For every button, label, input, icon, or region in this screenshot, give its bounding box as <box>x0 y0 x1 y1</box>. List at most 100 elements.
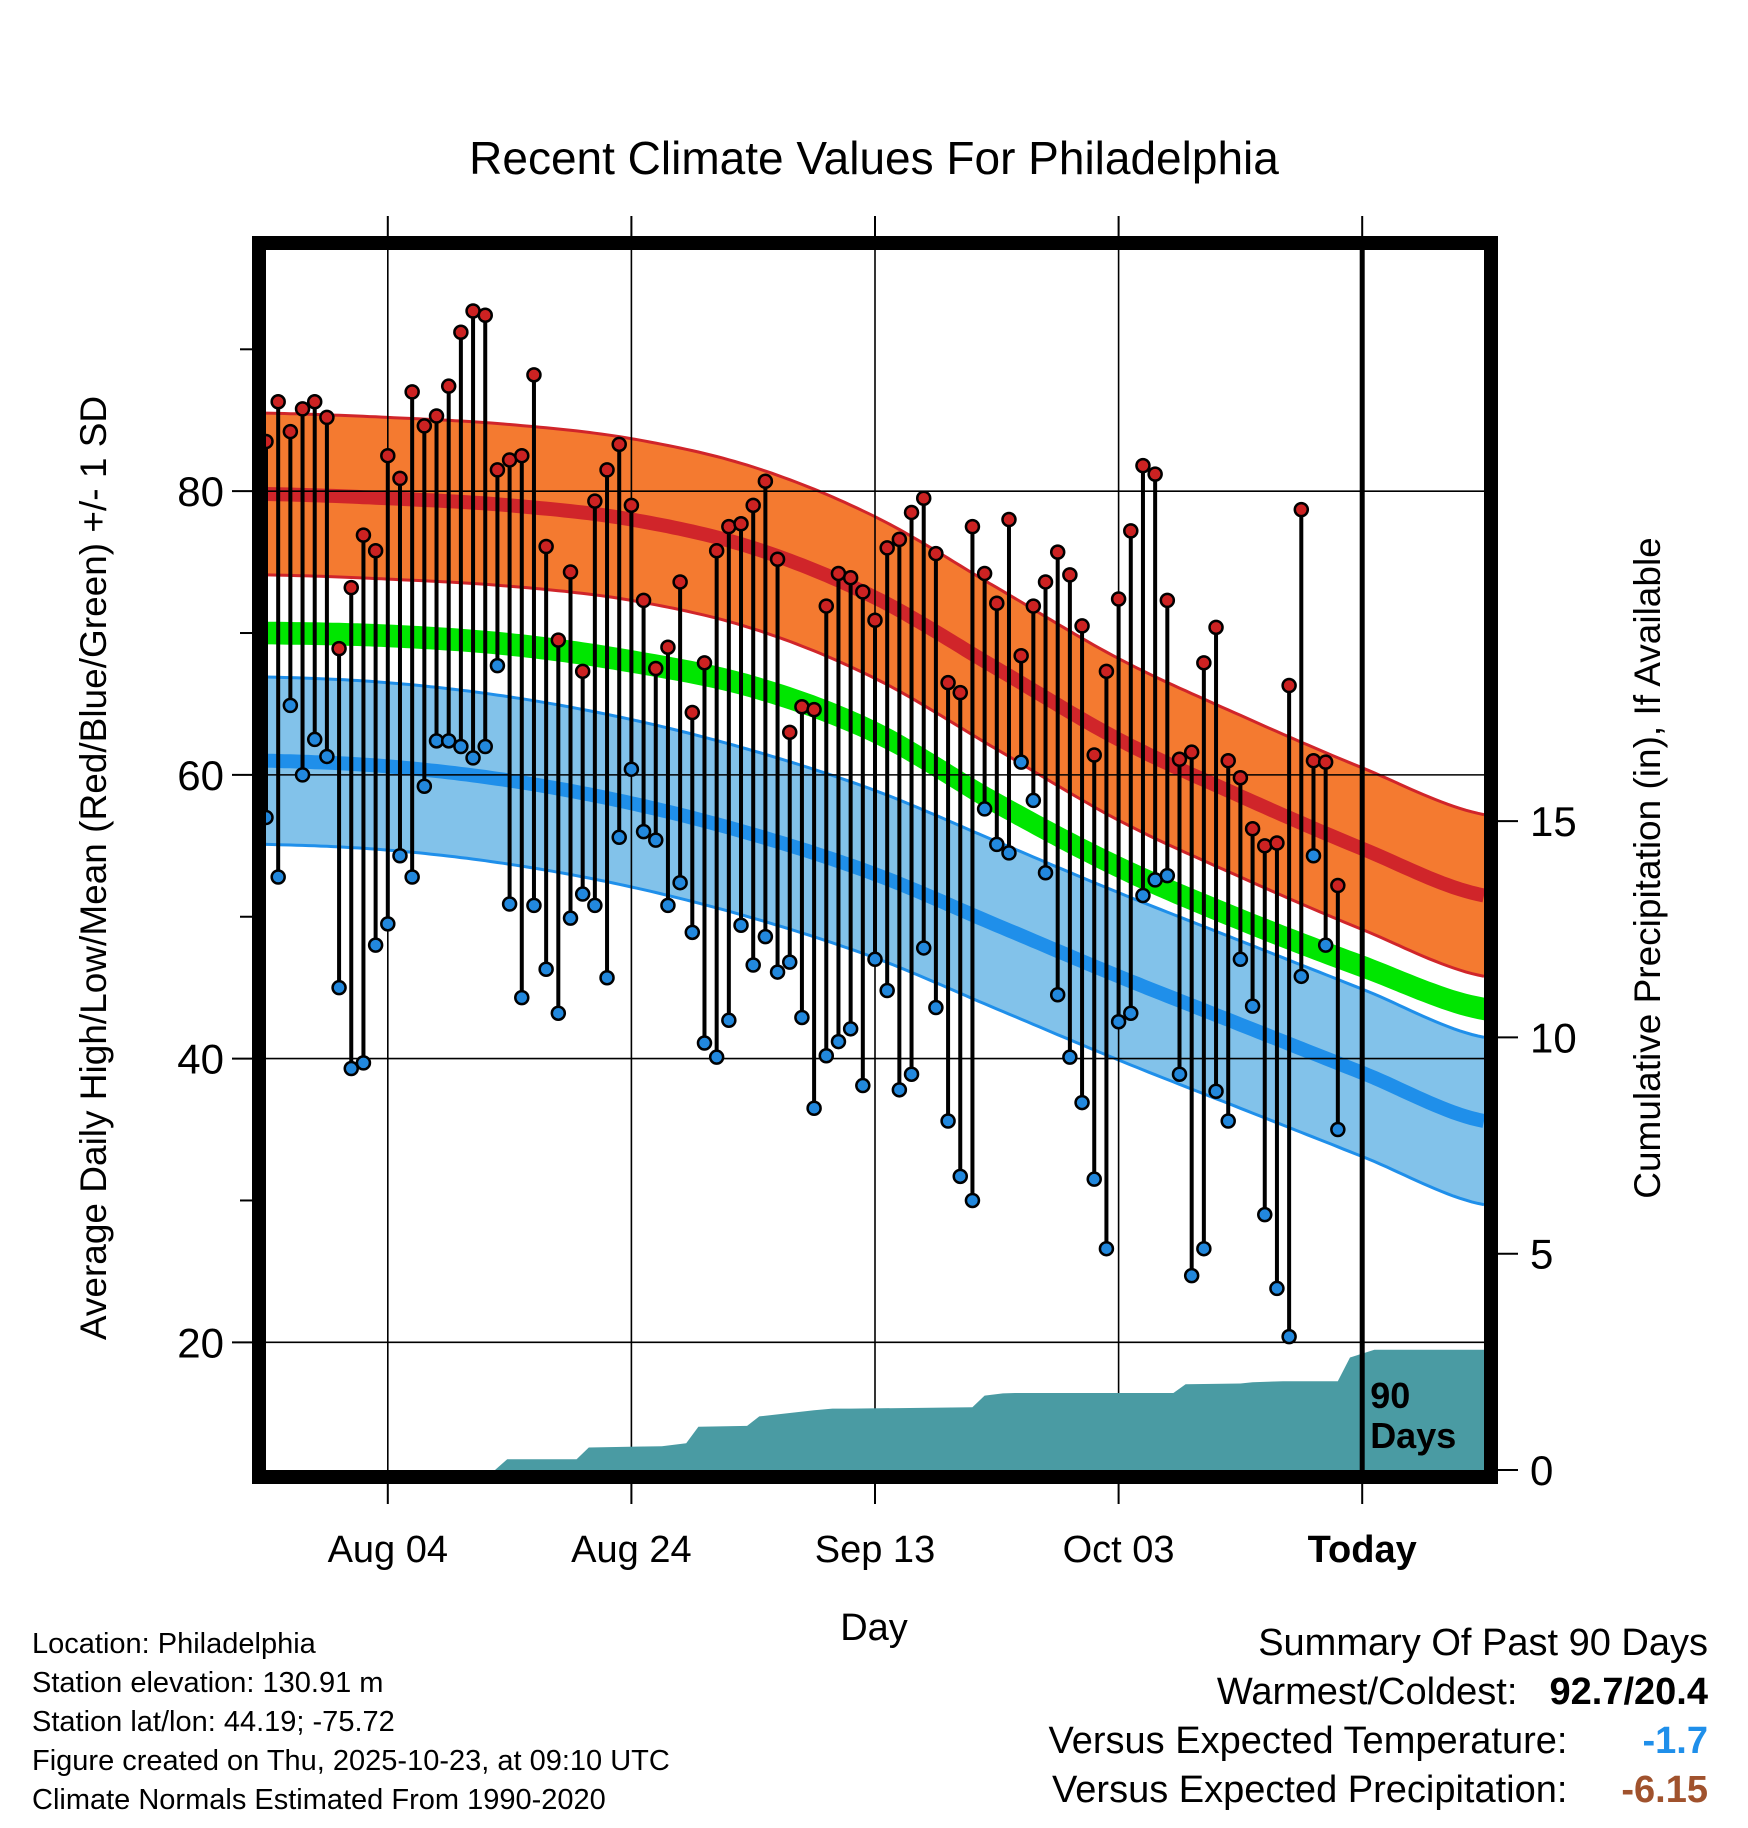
warmest-row: Warmest/Coldest: 92.7/20.4 <box>1049 1671 1708 1714</box>
daily-high-point <box>1171 751 1188 768</box>
daily-low-point <box>526 897 542 914</box>
daily-high-point <box>514 447 530 464</box>
daily-high-point <box>1257 838 1273 854</box>
y2-tick-label: 0 <box>1530 1447 1553 1494</box>
daily-low-point <box>623 761 640 777</box>
daily-low-point <box>266 809 274 826</box>
daily-low-point <box>282 697 299 714</box>
daily-low-point <box>855 1077 871 1094</box>
daily-low-point <box>453 738 469 755</box>
daily-high-point <box>696 655 713 671</box>
daily-high-point <box>587 493 603 509</box>
daily-high-point <box>964 518 981 535</box>
daily-low-point <box>915 940 932 956</box>
daily-high-point <box>1232 769 1249 786</box>
daily-low-point <box>1330 1121 1346 1138</box>
daily-low-point <box>1293 968 1310 985</box>
daily-low-point <box>367 937 384 953</box>
y2-tick-label: 15 <box>1530 798 1577 845</box>
daily-low-point <box>1257 1206 1273 1223</box>
daily-high-point <box>453 324 469 341</box>
daily-high-point <box>1147 466 1163 482</box>
latlon-text: Station lat/lon: 44.19; -75.72 <box>32 1706 395 1738</box>
y2-tick-label: 5 <box>1530 1231 1553 1278</box>
daily-high-point <box>842 569 859 586</box>
daily-high-point <box>1208 619 1224 636</box>
precip-label: Versus Expected Precipitation: <box>1052 1769 1568 1811</box>
daily-high-point <box>1001 511 1017 528</box>
daily-low-point <box>794 1009 810 1026</box>
precip-value: -6.15 <box>1621 1769 1708 1811</box>
daily-low-point <box>757 928 774 945</box>
y-tick-label: 80 <box>177 468 224 515</box>
daily-high-point <box>928 545 944 562</box>
daily-low-point <box>708 1049 725 1065</box>
daily-high-point <box>1159 592 1176 609</box>
daily-high-point <box>952 684 969 701</box>
daily-low-point <box>781 954 798 970</box>
daily-low-point <box>1183 1267 1200 1284</box>
daily-low-point <box>903 1066 920 1082</box>
daily-high-point <box>562 564 579 580</box>
daily-low-point <box>477 738 493 755</box>
daily-high-point <box>282 423 299 440</box>
daily-high-point <box>1025 598 1042 614</box>
daily-high-point <box>1183 744 1200 760</box>
daily-high-point <box>416 418 433 434</box>
daily-high-point <box>1098 663 1115 680</box>
daily-high-point <box>477 307 493 324</box>
y2-axis-label: Cumulative Precipitation (in), If Availa… <box>1627 537 1668 1199</box>
daily-high-point <box>721 518 737 535</box>
daily-low-point <box>331 979 347 996</box>
daily-high-point <box>611 436 627 453</box>
daily-low-point <box>1013 754 1029 770</box>
plot-frame <box>252 236 1498 1484</box>
daily-low-point <box>1098 1240 1115 1257</box>
daily-low-point <box>1062 1049 1078 1065</box>
daily-low-point <box>660 897 676 914</box>
daily-high-point <box>648 660 664 677</box>
daily-low-point <box>501 896 518 912</box>
summary-title: Summary Of Past 90 Days <box>1258 1622 1708 1664</box>
daily-high-point <box>306 394 323 410</box>
daily-high-point <box>855 584 871 600</box>
x-tick-label: Aug 24 <box>571 1529 691 1571</box>
station-info: Location: Philadelphia Station elevation… <box>32 1626 670 1818</box>
created-text: Figure created on Thu, 2025-10-23, at 09… <box>32 1745 670 1777</box>
daily-low-point <box>1208 1083 1224 1099</box>
daily-low-point <box>1086 1171 1102 1187</box>
daily-low-point <box>1244 998 1261 1014</box>
daily-high-point <box>367 542 384 559</box>
daily-low-point <box>587 897 603 914</box>
daily-low-point <box>721 1012 737 1029</box>
temp-row: Versus Expected Temperature: -1.7 <box>1049 1720 1708 1763</box>
daily-high-point <box>343 579 360 596</box>
daily-high-point <box>976 565 993 582</box>
daily-low-point <box>745 957 761 973</box>
daily-high-point <box>1220 752 1236 769</box>
daily-low-point <box>599 969 615 986</box>
daily-high-point <box>891 531 908 548</box>
warmest-label: Warmest/Coldest: <box>1216 1671 1518 1713</box>
daily-low-point <box>648 832 664 848</box>
daily-high-point <box>355 527 372 543</box>
x-tick-label: Today <box>1308 1529 1417 1571</box>
daily-low-point <box>319 748 335 765</box>
daily-high-point <box>1110 591 1127 607</box>
daily-high-point <box>1049 544 1066 560</box>
daily-low-point <box>842 1021 859 1037</box>
daily-high-point <box>1317 754 1334 770</box>
plot-area <box>266 250 1484 1470</box>
daily-low-point <box>940 1113 956 1129</box>
y-tick-label: 60 <box>177 752 224 799</box>
daily-high-point <box>1135 457 1151 474</box>
daily-low-point <box>355 1055 372 1071</box>
daily-high-point <box>1281 677 1297 694</box>
daily-high-point <box>574 663 591 680</box>
daily-low-point <box>769 964 786 980</box>
daily-high-point <box>794 699 810 715</box>
daily-low-point <box>635 823 652 840</box>
daily-high-point <box>1074 618 1090 634</box>
